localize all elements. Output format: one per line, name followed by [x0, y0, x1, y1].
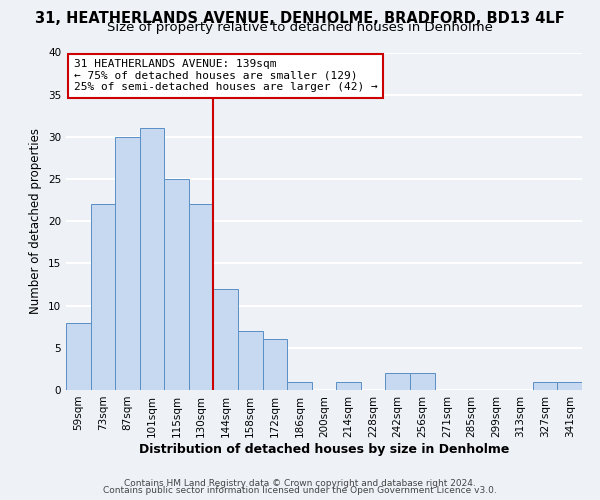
- Text: Contains public sector information licensed under the Open Government Licence v3: Contains public sector information licen…: [103, 486, 497, 495]
- Bar: [91, 204, 115, 390]
- Bar: [557, 382, 582, 390]
- Y-axis label: Number of detached properties: Number of detached properties: [29, 128, 43, 314]
- Bar: [66, 322, 91, 390]
- Bar: [263, 340, 287, 390]
- X-axis label: Distribution of detached houses by size in Denholme: Distribution of detached houses by size …: [139, 442, 509, 456]
- Bar: [115, 137, 140, 390]
- Bar: [287, 382, 312, 390]
- Bar: [238, 331, 263, 390]
- Text: 31 HEATHERLANDS AVENUE: 139sqm
← 75% of detached houses are smaller (129)
25% of: 31 HEATHERLANDS AVENUE: 139sqm ← 75% of …: [74, 59, 377, 92]
- Bar: [140, 128, 164, 390]
- Bar: [533, 382, 557, 390]
- Bar: [164, 179, 189, 390]
- Bar: [410, 373, 434, 390]
- Text: 31, HEATHERLANDS AVENUE, DENHOLME, BRADFORD, BD13 4LF: 31, HEATHERLANDS AVENUE, DENHOLME, BRADF…: [35, 11, 565, 26]
- Bar: [189, 204, 214, 390]
- Bar: [214, 289, 238, 390]
- Bar: [385, 373, 410, 390]
- Bar: [336, 382, 361, 390]
- Text: Contains HM Land Registry data © Crown copyright and database right 2024.: Contains HM Land Registry data © Crown c…: [124, 478, 476, 488]
- Text: Size of property relative to detached houses in Denholme: Size of property relative to detached ho…: [107, 22, 493, 35]
